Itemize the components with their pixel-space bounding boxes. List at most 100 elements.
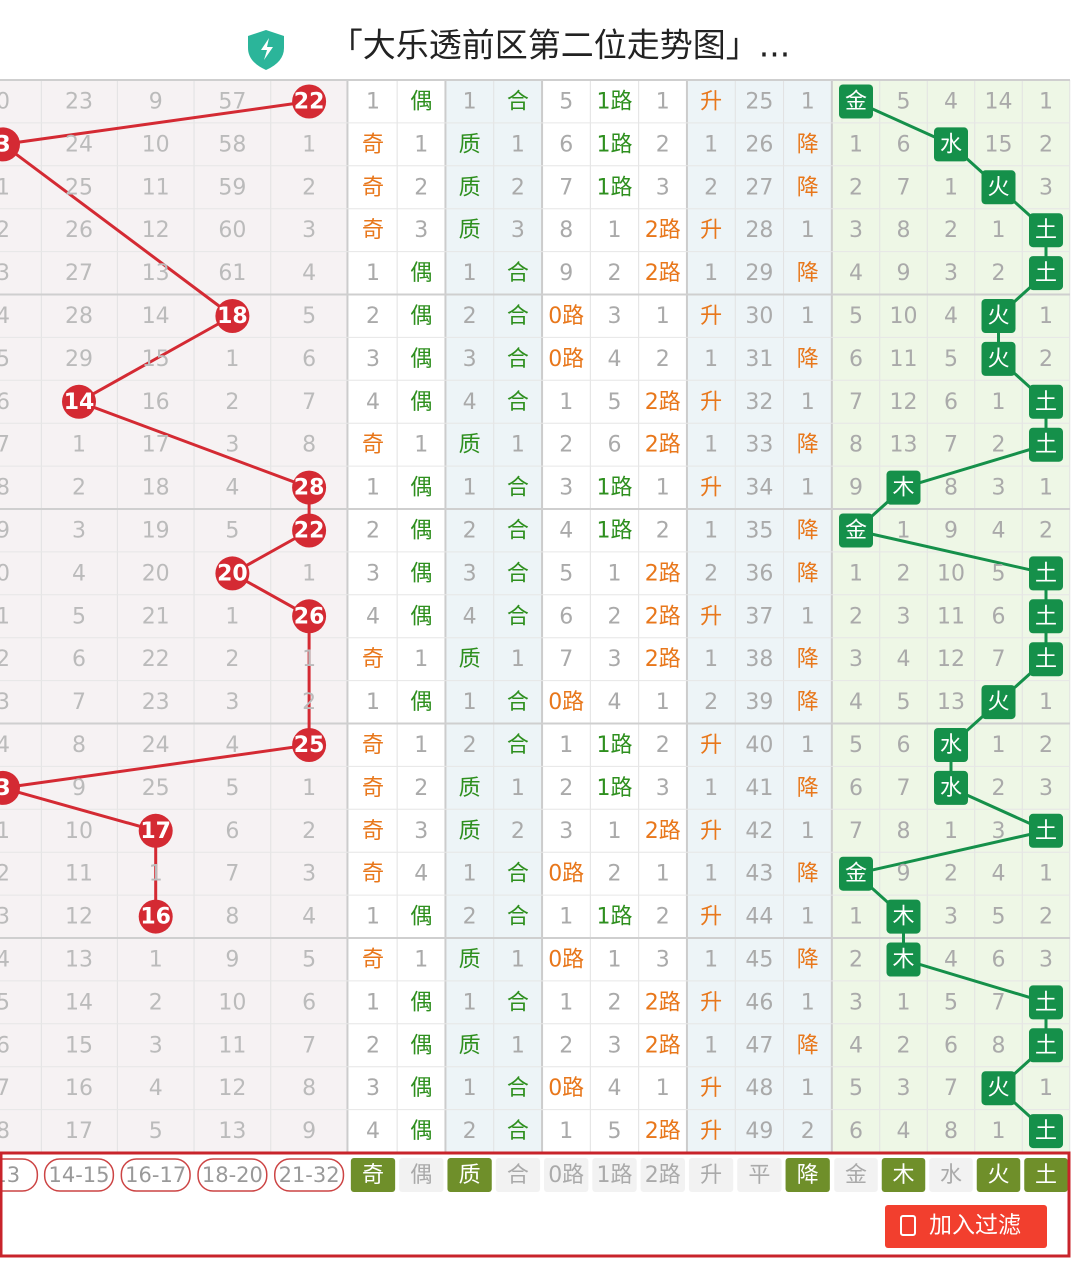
attribute-hit: 降 xyxy=(797,776,819,801)
miss-count: 4 xyxy=(0,304,10,329)
miss-count: 1 xyxy=(302,561,316,586)
miss-count: 2 xyxy=(992,433,1006,458)
miss-count: 19 xyxy=(142,519,170,544)
attribute-filter[interactable] xyxy=(834,1158,878,1192)
add-filter-button[interactable] xyxy=(885,1205,1047,1248)
attribute-hit: 1路 xyxy=(597,175,633,200)
miss-count: 6 xyxy=(72,647,86,672)
attribute-filter[interactable] xyxy=(881,1158,926,1192)
miss-count: 2 xyxy=(511,819,525,844)
range-filter[interactable] xyxy=(43,1158,115,1192)
element-label: 土 xyxy=(1035,218,1057,243)
miss-count: 2 xyxy=(992,261,1006,286)
range-filter[interactable] xyxy=(0,1158,39,1192)
attribute-filter[interactable] xyxy=(785,1158,830,1192)
miss-count: 1 xyxy=(1039,304,1053,329)
miss-count: 1 xyxy=(511,132,525,157)
miss-count: 7 xyxy=(897,776,911,801)
attribute-hit: 质 xyxy=(459,218,481,243)
miss-count: 7 xyxy=(849,390,863,415)
attribute-filter[interactable] xyxy=(976,1158,1021,1192)
attribute-hit: 偶 xyxy=(410,990,432,1015)
attribute-hit: 质 xyxy=(459,948,481,973)
attribute-hit: 升 xyxy=(700,218,722,243)
range-filter[interactable] xyxy=(274,1158,345,1192)
attribute-filter[interactable] xyxy=(737,1158,782,1192)
attribute-hit: 奇 xyxy=(362,647,384,672)
miss-count: 8 xyxy=(559,218,573,243)
miss-count: 9 xyxy=(0,519,10,544)
range-filter[interactable] xyxy=(120,1158,191,1192)
miss-count: 26 xyxy=(65,218,93,243)
attribute-hit: 升 xyxy=(700,905,722,930)
miss-count: 2 xyxy=(656,132,670,157)
element-badge xyxy=(839,856,873,891)
attribute-hit: 偶 xyxy=(410,690,432,715)
miss-count: 2 xyxy=(559,776,573,801)
miss-count: 4 xyxy=(463,390,477,415)
attribute-hit: 降 xyxy=(797,1033,819,1058)
miss-count: 5 xyxy=(0,990,10,1015)
miss-count: 1 xyxy=(801,218,815,243)
miss-count: 1 xyxy=(0,175,10,200)
miss-count: 1 xyxy=(801,819,815,844)
attribute-hit: 合 xyxy=(507,261,529,286)
attribute-hit: 奇 xyxy=(362,776,384,801)
attribute-filter-label: 火 xyxy=(987,1163,1009,1188)
miss-count: 1 xyxy=(801,990,815,1015)
attribute-filter[interactable] xyxy=(399,1158,444,1192)
attribute-filter[interactable] xyxy=(447,1158,492,1192)
attribute-hit: 偶 xyxy=(410,561,432,586)
attribute-filter[interactable] xyxy=(544,1158,589,1192)
miss-count: 6 xyxy=(992,948,1006,973)
attribute-filter-label: 平 xyxy=(748,1163,770,1188)
attribute-filter[interactable] xyxy=(929,1158,973,1192)
number-ball xyxy=(292,513,327,548)
miss-count: 1 xyxy=(608,218,622,243)
button-label[interactable]: 加入过滤 xyxy=(929,1213,1021,1239)
attribute-hit: 奇 xyxy=(362,175,384,200)
attribute-hit: 偶 xyxy=(410,304,432,329)
attribute-hit: 偶 xyxy=(410,604,432,629)
attribute-hit: 1路 xyxy=(597,132,633,157)
ball-number: 14 xyxy=(64,390,95,415)
miss-count: 12 xyxy=(218,1076,246,1101)
attribute-filter-label: 1路 xyxy=(597,1163,633,1188)
miss-count: 1 xyxy=(656,476,670,501)
trend-line xyxy=(0,100,311,917)
element-label: 水 xyxy=(940,733,962,758)
miss-count: 3 xyxy=(225,690,239,715)
miss-count: 1 xyxy=(0,819,10,844)
element-badge xyxy=(1029,813,1063,848)
miss-count: 14 xyxy=(142,304,170,329)
attribute-hit: 合 xyxy=(507,690,529,715)
miss-count: 3 xyxy=(944,905,958,930)
attribute-filter[interactable] xyxy=(592,1158,637,1192)
miss-count: 3 xyxy=(608,647,622,672)
attribute-filter[interactable] xyxy=(640,1158,685,1192)
attribute-hit: 合 xyxy=(507,604,529,629)
attribute-filter[interactable] xyxy=(688,1158,734,1192)
attribute-filter[interactable] xyxy=(350,1158,396,1192)
element-badge xyxy=(839,84,873,119)
miss-count: 17 xyxy=(142,433,170,458)
miss-count: 4 xyxy=(0,948,10,973)
miss-count: 2 xyxy=(149,990,163,1015)
attribute-filter[interactable] xyxy=(495,1158,541,1192)
miss-count: 9 xyxy=(897,261,911,286)
miss-count: 7 xyxy=(302,390,316,415)
attribute-hit: 2路 xyxy=(645,1119,681,1144)
ball-number: 25 xyxy=(294,733,325,758)
miss-count: 1 xyxy=(1039,1076,1053,1101)
miss-count: 3 xyxy=(849,647,863,672)
attribute-hit: 偶 xyxy=(410,905,432,930)
miss-count: 8 xyxy=(225,905,239,930)
miss-count: 1 xyxy=(849,905,863,930)
range-filter[interactable] xyxy=(197,1158,268,1192)
miss-count: 3 xyxy=(511,218,525,243)
attribute-hit: 奇 xyxy=(362,733,384,758)
miss-count: 1 xyxy=(801,905,815,930)
miss-count: 4 xyxy=(608,347,622,372)
miss-count: 8 xyxy=(72,733,86,758)
attribute-filter[interactable] xyxy=(1024,1158,1068,1192)
